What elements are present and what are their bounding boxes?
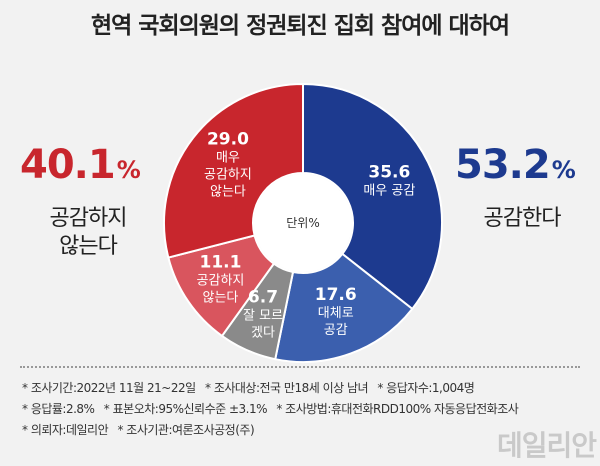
slice-1	[274, 252, 414, 363]
disagree-label-line2: 않는다	[59, 234, 118, 259]
notes-line-1: * 조사기간:2022년 11월 21~22일 * 조사대상:전국 만18세 이…	[22, 378, 592, 399]
slice-text-4-1: 공감하지	[204, 167, 252, 182]
slice-text-3-1: 않는다	[203, 290, 239, 305]
note-response-rate: * 응답률:2.8%	[22, 402, 95, 416]
watermark-logo: 데일리안	[496, 429, 597, 462]
slice-text-3-0: 공감하지	[197, 273, 245, 288]
chart-title: 현역 국회의원의 정권퇴진 집회 참여에 대하여	[90, 13, 510, 39]
slice-value-3: 11.1	[199, 252, 241, 272]
note-pollster: * 조사기관:여론조사공정(주)	[117, 423, 255, 437]
slice-value-0: 35.6	[368, 163, 410, 183]
slice-text-2-1: 겠다	[251, 326, 275, 341]
agree-total-label: 공감한다	[452, 205, 592, 233]
slice-label-0: 35.6 매우 공감	[363, 163, 415, 199]
disagree-label-line1: 공감하지	[49, 206, 128, 231]
agree-total-value: 53.2	[455, 142, 551, 188]
note-survey-target: * 조사대상:전국 만18세 이상 남녀	[205, 381, 369, 395]
notes-line-3: * 의뢰자:데일리안 * 조사기관:여론조사공정(주)	[22, 420, 592, 441]
survey-notes: * 조사기간:2022년 11월 21~22일 * 조사대상:전국 만18세 이…	[22, 378, 592, 441]
notes-divider	[20, 366, 580, 368]
slice-text-0-0: 매우 공감	[363, 184, 415, 199]
disagree-total-unit: %	[116, 156, 141, 184]
note-survey-method: * 조사방법:휴대전화RDD100% 자동응답전화조사	[276, 402, 519, 416]
disagree-total-value: 40.1	[20, 142, 116, 188]
slice-text-1-1: 공감	[324, 323, 348, 338]
disagree-total: 40.1%	[20, 142, 141, 188]
donut-hole	[254, 174, 352, 272]
slice-text-1-0: 대체로	[318, 306, 354, 321]
slice-text-4-0: 매우	[216, 150, 240, 165]
slice-0	[302, 82, 443, 311]
note-respondents: * 응답자수:1,004명	[377, 381, 475, 395]
slice-4	[163, 82, 304, 259]
slice-value-4: 29.0	[207, 129, 249, 149]
agree-total-unit: %	[551, 156, 576, 184]
slice-text-4-2: 않는다	[210, 184, 246, 199]
note-margin-of-error: * 표본오차:95%신뢰수준 ±3.1%	[103, 402, 268, 416]
slice-text-2-0: 잘 모르	[243, 309, 283, 324]
disagree-total-label: 공감하지 않는다	[18, 205, 158, 261]
slice-value-1: 17.6	[315, 285, 357, 305]
notes-line-2: * 응답률:2.8% * 표본오차:95%신뢰수준 ±3.1% * 조사방법:휴…	[22, 399, 592, 420]
slice-value-2: 6.7	[248, 288, 278, 308]
note-client: * 의뢰자:데일리안	[22, 423, 109, 437]
agree-label-line1: 공감한다	[483, 206, 562, 231]
note-survey-period: * 조사기간:2022년 11월 21~22일	[22, 381, 196, 395]
center-unit-label: 단위%	[286, 216, 319, 230]
agree-total: 53.2%	[455, 142, 576, 188]
